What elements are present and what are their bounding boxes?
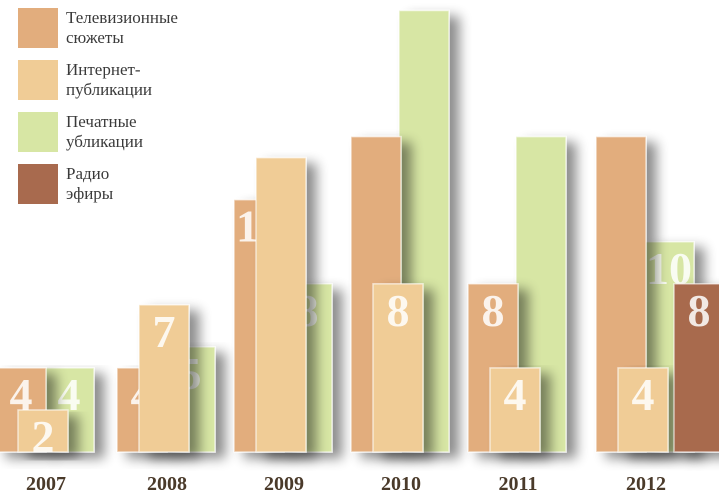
value-label: 8 [482,285,505,336]
chart: 4581044128278448 ТелевизионныесюжетыИнте… [0,0,719,498]
legend-swatch [18,164,58,204]
x-tick-label: 2007 [26,473,66,495]
value-label: 8 [387,285,410,336]
value-label: 2 [32,411,55,462]
bar [256,158,306,452]
legend-swatch [18,60,58,100]
legend-swatch [18,112,58,152]
x-tick-label: 2012 [626,473,666,495]
legend-swatch [18,8,58,48]
x-tick-label: 2009 [264,473,304,495]
value-label: 4 [504,369,527,420]
value-label: 7 [153,306,176,357]
x-tick-label: 2011 [499,473,538,495]
value-label: 4 [632,369,655,420]
legend-label: Интернет-публикации [66,60,152,99]
x-tick-label: 2008 [147,473,187,495]
x-tick-label: 2010 [381,473,421,495]
value-label: 8 [688,285,711,336]
